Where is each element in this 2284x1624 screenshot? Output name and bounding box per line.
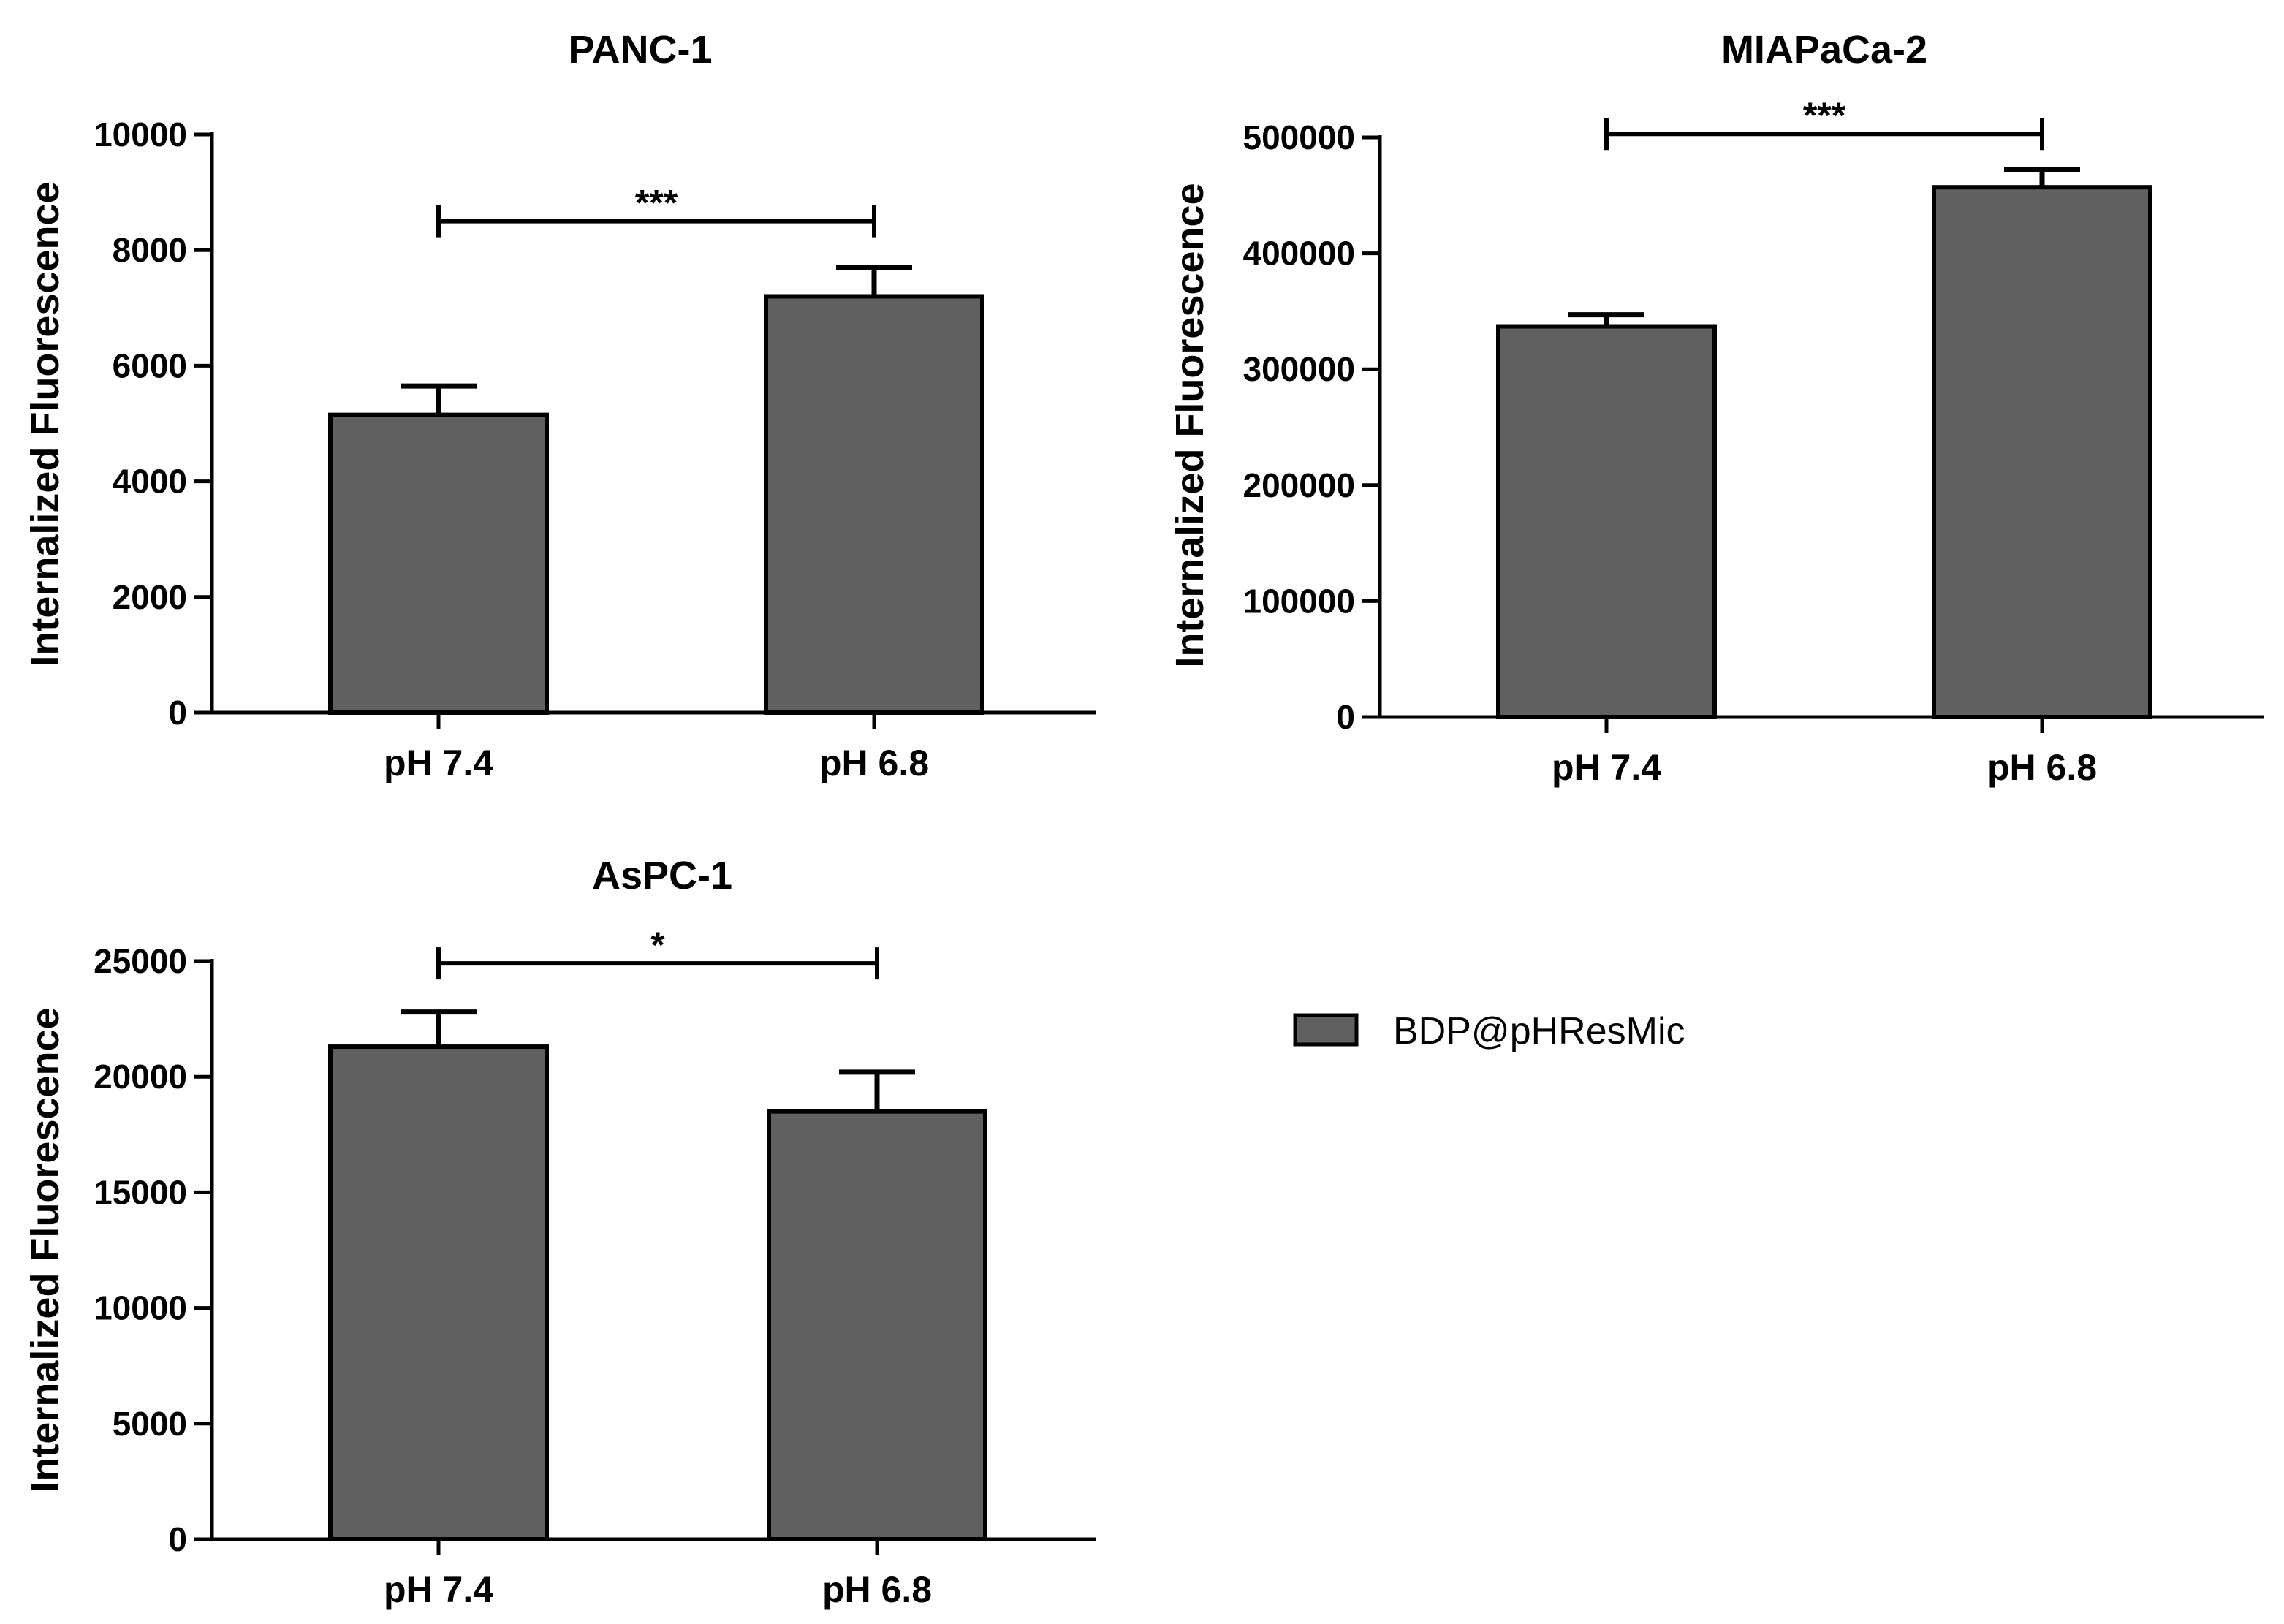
y-axis-label: Internalized Fluorescence [23,1007,67,1492]
chart-title: MIAPaCa-2 [1721,28,1927,72]
y-tick-label: 6000 [113,346,187,384]
chart-title: PANC-1 [568,28,712,72]
y-tick-label: 0 [168,694,187,732]
y-tick-label: 20000 [94,1058,187,1096]
bar [1932,185,2152,719]
y-tick-label: 10000 [94,1289,187,1327]
legend-label: BDP@pHResMic [1393,1010,1685,1052]
y-tick-label: 10000 [94,115,187,153]
bar [1496,324,1717,719]
y-tick-label: 25000 [94,942,187,980]
y-tick-label: 200000 [1243,466,1356,504]
y-tick-label: 5000 [113,1405,187,1443]
y-axis-label: Internalized Fluorescence [23,181,67,666]
y-tick-label: 15000 [94,1173,187,1211]
chart-panel-panc1: PANC-1 Internalized Fluorescence pH 7.4 p… [23,28,1096,783]
y-tick-label: 8000 [113,231,187,269]
chart-title: AsPC-1 [592,854,732,898]
significance-label: *** [1803,95,1846,136]
y-tick-label: 300000 [1243,350,1356,388]
significance-label: * [650,925,665,965]
x-tick-label: pH 7.4 [384,1569,493,1610]
y-tick-label: 400000 [1243,235,1356,273]
chart-panel-aspc1: AsPC-1 Internalized Fluorescence pH 7.4 p… [23,854,1096,1610]
bar [764,294,984,716]
x-tick-label: pH 6.8 [822,1569,932,1610]
y-tick-label: 100000 [1243,582,1356,620]
x-tick-label: pH 6.8 [819,743,929,783]
bar [328,1044,549,1541]
y-tick-label: 4000 [113,463,187,501]
legend-swatch [1293,1013,1359,1047]
x-tick-label: pH 7.4 [1552,747,1661,788]
y-tick-label: 0 [1336,698,1355,736]
chart-panel-miapaca2: MIAPaCa-2 Internalized Fluorescence pH 7… [1168,28,2264,788]
bar [767,1109,987,1542]
x-tick-label: pH 6.8 [1987,747,2097,788]
significance-label: *** [635,183,678,224]
y-tick-label: 2000 [113,578,187,616]
y-axis-label: Internalized Fluorescence [1168,183,1212,667]
bar [328,412,549,715]
y-tick-label: 0 [168,1520,187,1558]
y-tick-label: 500000 [1243,118,1356,156]
x-tick-label: pH 7.4 [384,743,493,783]
legend: BDP@pHResMic [1293,1010,1685,1052]
